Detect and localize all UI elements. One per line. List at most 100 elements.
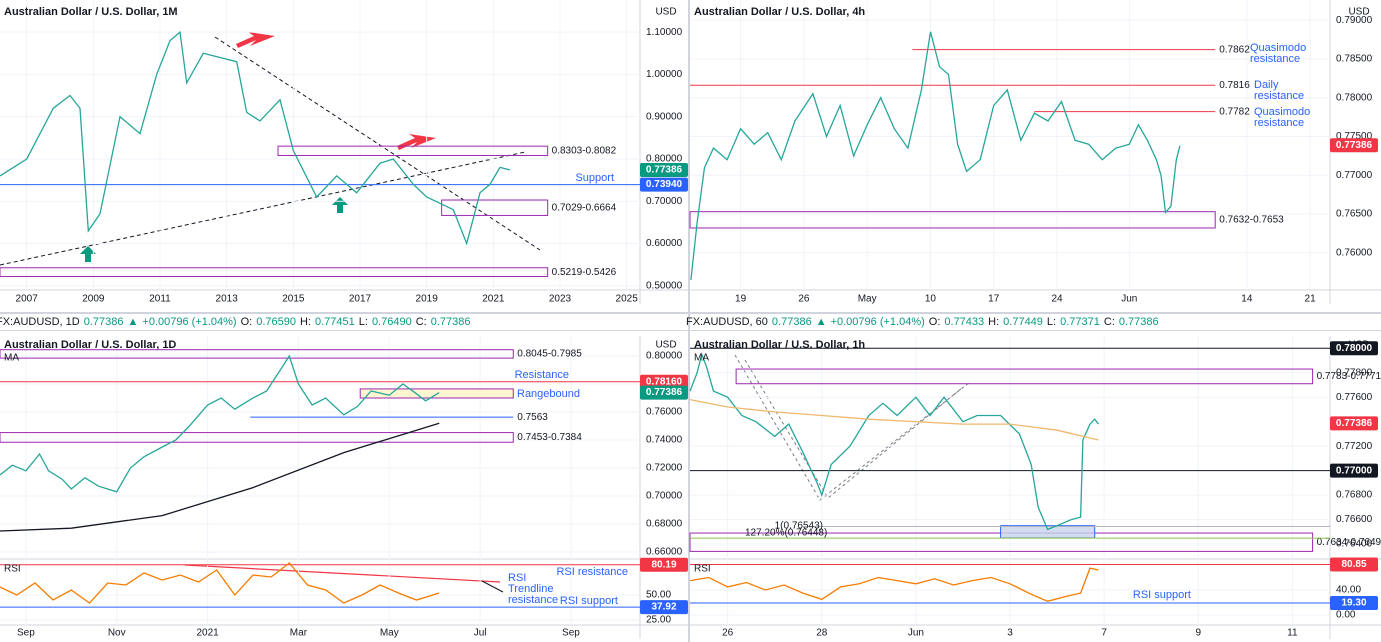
x-tick-label: 11 bbox=[1287, 628, 1298, 639]
symbol-header: FX:AUDUSD, 60 0.77386 ▲ +0.00796 (+1.04%) O:… bbox=[686, 316, 1159, 328]
header-item: 0.77433 bbox=[944, 316, 984, 328]
y-tick-label: 0.70000 bbox=[646, 196, 683, 207]
x-tick-label: Jun bbox=[908, 628, 924, 639]
price-tag bbox=[1330, 341, 1378, 356]
unit-label: USD bbox=[655, 7, 676, 18]
level-label: 0.7782 bbox=[1219, 106, 1250, 117]
header-bar bbox=[690, 314, 1381, 330]
y-tick-label: 0.50000 bbox=[646, 280, 683, 291]
zone-label: 0.7634-0.7649 bbox=[1317, 537, 1381, 548]
y-tick-label: 0.79000 bbox=[1336, 15, 1373, 26]
price-tag bbox=[1330, 463, 1378, 478]
series-name: RSI bbox=[4, 564, 21, 575]
y-tick-label: 0.66000 bbox=[646, 547, 683, 558]
trend-line bbox=[214, 36, 541, 251]
price-tag-label: 0.78160 bbox=[646, 376, 683, 387]
y-tick-label: 0.76000 bbox=[646, 407, 683, 418]
header-item: H: bbox=[300, 316, 311, 328]
price-tag bbox=[1330, 416, 1378, 431]
x-tick-label: 3 bbox=[1007, 628, 1013, 639]
y-tick-label: 0.77500 bbox=[1336, 131, 1373, 142]
price-line bbox=[689, 398, 1099, 441]
rsi-trend-line bbox=[184, 564, 501, 583]
x-tick-label: Nov bbox=[108, 628, 126, 639]
series-name: MA bbox=[4, 353, 19, 364]
price-tag bbox=[640, 557, 688, 572]
header-item: 0.76590 bbox=[256, 316, 296, 328]
price-line bbox=[0, 422, 440, 532]
x-tick-label: 2015 bbox=[282, 294, 305, 305]
panel bbox=[0, 0, 688, 312]
header-item: 0.77449 bbox=[1003, 316, 1043, 328]
price-tag-label: 0.77000 bbox=[1336, 465, 1373, 476]
header-item: 0.76490 bbox=[372, 316, 412, 328]
zone bbox=[0, 349, 514, 359]
annotation: RSI support bbox=[560, 595, 618, 607]
y-tick-label: 0.77000 bbox=[1336, 170, 1373, 181]
x-tick-label: 2019 bbox=[416, 294, 439, 305]
annotation: RSI resistance bbox=[556, 566, 628, 578]
y-tick-label: 1.10000 bbox=[646, 27, 683, 38]
annotation: Resistance bbox=[515, 369, 569, 381]
x-tick-label: 2025 bbox=[616, 294, 639, 305]
zone-label: 0.8045-0.7985 bbox=[517, 349, 582, 360]
pattern-line bbox=[744, 359, 963, 499]
price-tag-label: 0.78000 bbox=[1336, 343, 1373, 354]
y-tick-label: 0.60000 bbox=[646, 238, 683, 249]
header-item: 0.77371 bbox=[1060, 316, 1100, 328]
price-tag bbox=[1330, 595, 1378, 610]
x-tick-label: Sep bbox=[17, 628, 35, 639]
header-item: 0.77451 bbox=[315, 316, 355, 328]
price-tag bbox=[1330, 138, 1378, 153]
level-label: 0.7862 bbox=[1219, 44, 1250, 55]
annotation: Rangebound bbox=[517, 388, 580, 400]
header-bar bbox=[0, 314, 688, 330]
y-tick-label: 25.00 bbox=[646, 615, 671, 626]
x-tick-label: 2007 bbox=[16, 294, 39, 305]
price-tag-label: 19.30 bbox=[1341, 598, 1366, 609]
annotation: Quasimodo resistance bbox=[1250, 42, 1309, 65]
header-item: +0.00796 (+1.04%) bbox=[831, 316, 925, 328]
level-label: 0.7816 bbox=[1219, 80, 1250, 91]
y-tick-label: 0.78000 bbox=[1336, 92, 1373, 103]
y-tick-label: 0.77800 bbox=[1336, 367, 1373, 378]
panel bbox=[690, 0, 1381, 312]
level-label: 127.20%(0.76448) bbox=[745, 528, 827, 539]
y-tick-label: 1.00000 bbox=[646, 69, 683, 80]
y-tick-label: 0.76600 bbox=[1336, 514, 1373, 525]
x-tick-label: Jul bbox=[474, 628, 487, 639]
chart-title: Australian Dollar / U.S. Dollar, 1h bbox=[694, 339, 865, 351]
zone-label: 0.7783-0.7771 bbox=[1317, 371, 1381, 382]
x-tick-label: 21 bbox=[1305, 294, 1317, 305]
y-tick-label: 0.76800 bbox=[1336, 490, 1373, 501]
header-item: ▲ bbox=[816, 316, 827, 328]
level-label: 0.7563 bbox=[517, 412, 548, 423]
arrow bbox=[80, 246, 96, 262]
header-item: FX:AUDUSD, 60 bbox=[686, 316, 768, 328]
annotation: Quasimodo resistance bbox=[1254, 106, 1313, 129]
x-tick-label: Jun bbox=[1121, 294, 1137, 305]
y-tick-label: 0.78500 bbox=[1336, 54, 1373, 65]
unit-label: USD bbox=[1348, 7, 1369, 18]
y-tick-label: 0.72000 bbox=[646, 463, 683, 474]
x-tick-label: 26 bbox=[798, 294, 810, 305]
arrow bbox=[236, 32, 275, 48]
price-tag bbox=[640, 374, 688, 389]
header-item: L: bbox=[1047, 316, 1056, 328]
chart-title: Australian Dollar / U.S. Dollar, 1D bbox=[4, 339, 176, 351]
annotation: Support bbox=[575, 172, 614, 184]
price-tag-label: 0.73940 bbox=[646, 179, 683, 190]
price-line bbox=[689, 352, 1100, 531]
x-tick-label: 17 bbox=[988, 294, 1000, 305]
price-line bbox=[0, 562, 440, 604]
panel bbox=[0, 331, 688, 642]
zone bbox=[0, 267, 549, 278]
y-tick-label: 0.76500 bbox=[1336, 209, 1373, 220]
zone bbox=[277, 145, 549, 156]
x-tick-label: 2021 bbox=[482, 294, 505, 305]
y-tick-label: 0.80000 bbox=[646, 351, 683, 362]
price-line bbox=[690, 31, 1181, 280]
y-tick-label: 0.74000 bbox=[646, 435, 683, 446]
header-item: 0.77386 bbox=[84, 316, 124, 328]
